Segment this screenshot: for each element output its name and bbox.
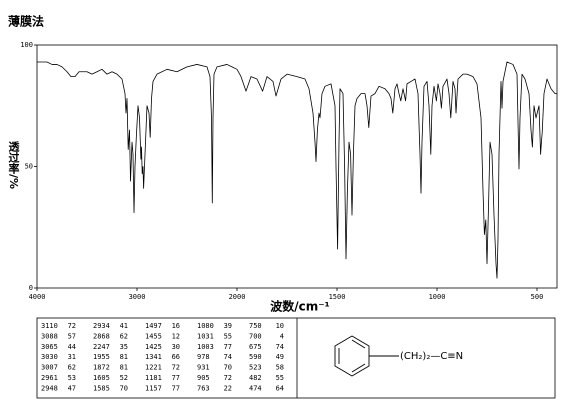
peak-wavenumber: 750: [249, 322, 262, 330]
peak-wavenumber: 523: [249, 364, 262, 372]
peak-transmittance: 57: [68, 332, 76, 340]
peak-transmittance: 81: [120, 364, 128, 372]
peak-transmittance: 44: [68, 343, 76, 351]
peak-transmittance: 12: [172, 332, 180, 340]
peak-transmittance: 74: [276, 343, 284, 351]
x-tick-label: 3000: [129, 293, 146, 301]
peak-transmittance: 72: [68, 322, 76, 330]
x-tick-label: 500: [531, 293, 544, 301]
y-tick-label: 100: [20, 41, 33, 49]
peak-transmittance: 10: [276, 322, 284, 330]
peak-wavenumber: 2948: [41, 384, 58, 392]
peak-wavenumber: 1455: [145, 332, 162, 340]
peak-wavenumber: 978: [197, 353, 210, 361]
peak-wavenumber: 1157: [145, 384, 162, 392]
chart-title: 薄膜法: [8, 14, 44, 29]
peak-transmittance: 31: [68, 353, 76, 361]
benzene-ring: [334, 335, 370, 377]
peak-wavenumber: 3065: [41, 343, 58, 351]
peak-transmittance: 77: [224, 343, 232, 351]
peak-wavenumber: 1605: [93, 374, 110, 382]
x-tick-label: 4000: [29, 293, 46, 301]
table-frame: [36, 317, 556, 399]
peak-transmittance: 53: [68, 374, 76, 382]
peak-wavenumber: 2868: [93, 332, 110, 340]
peak-transmittance: 70: [224, 364, 232, 372]
peak-transmittance: 52: [120, 374, 128, 382]
peak-transmittance: 58: [276, 364, 284, 372]
peak-wavenumber: 1425: [145, 343, 162, 351]
peak-wavenumber: 1497: [145, 322, 162, 330]
peak-wavenumber: 590: [249, 353, 262, 361]
peak-wavenumber: 3088: [41, 332, 58, 340]
peak-transmittance: 35: [120, 343, 128, 351]
plot-frame: [36, 44, 558, 289]
peak-wavenumber: 3030: [41, 353, 58, 361]
peak-wavenumber: 3110: [41, 322, 58, 330]
x-axis-label: 波数/cm⁻¹: [270, 299, 330, 314]
peak-transmittance: 49: [276, 353, 284, 361]
peak-transmittance: 66: [172, 353, 180, 361]
peak-wavenumber: 2961: [41, 374, 58, 382]
peak-transmittance: 70: [120, 384, 128, 392]
peak-wavenumber: 1872: [93, 364, 110, 372]
peak-transmittance: 4: [280, 332, 284, 340]
peak-wavenumber: 1080: [197, 322, 214, 330]
peak-transmittance: 22: [224, 384, 232, 392]
peak-wavenumber: 1031: [197, 332, 214, 340]
peak-wavenumber: 1181: [145, 374, 162, 382]
peak-wavenumber: 482: [249, 374, 262, 382]
peak-transmittance: 30: [172, 343, 180, 351]
x-tick-label: 2000: [229, 293, 246, 301]
x-tick-label: 1000: [429, 293, 446, 301]
peak-transmittance: 62: [68, 364, 76, 372]
peak-transmittance: 39: [224, 322, 232, 330]
substituent: (CH₂)₂—C≡N: [400, 351, 463, 362]
peak-wavenumber: 675: [249, 343, 262, 351]
peak-wavenumber: 763: [197, 384, 210, 392]
peak-wavenumber: 1221: [145, 364, 162, 372]
peak-wavenumber: 1955: [93, 353, 110, 361]
peak-transmittance: 77: [172, 374, 180, 382]
peak-transmittance: 62: [120, 332, 128, 340]
peak-transmittance: 64: [276, 384, 284, 392]
peak-wavenumber: 1003: [197, 343, 214, 351]
peak-transmittance: 16: [172, 322, 180, 330]
spectrum-line: [37, 61, 557, 279]
x-tick-label: 1500: [329, 293, 346, 301]
peak-transmittance: 77: [172, 384, 180, 392]
peak-wavenumber: 1341: [145, 353, 162, 361]
peak-transmittance: 55: [276, 374, 284, 382]
peak-wavenumber: 2247: [93, 343, 110, 351]
peak-transmittance: 72: [224, 374, 232, 382]
peak-wavenumber: 2934: [93, 322, 110, 330]
peak-wavenumber: 474: [249, 384, 262, 392]
y-tick-label: 50: [25, 163, 33, 171]
peak-transmittance: 74: [224, 353, 232, 361]
peak-transmittance: 41: [120, 322, 128, 330]
peak-transmittance: 55: [224, 332, 232, 340]
peak-wavenumber: 1585: [93, 384, 110, 392]
peak-transmittance: 47: [68, 384, 76, 392]
y-tick-label: 0: [29, 284, 33, 292]
peak-wavenumber: 3007: [41, 364, 58, 372]
peak-transmittance: 72: [172, 364, 180, 372]
peak-transmittance: 81: [120, 353, 128, 361]
y-axis-label: 透过率/%: [7, 141, 20, 189]
peak-wavenumber: 931: [197, 364, 210, 372]
peak-wavenumber: 700: [249, 332, 262, 340]
peak-wavenumber: 905: [197, 374, 210, 382]
